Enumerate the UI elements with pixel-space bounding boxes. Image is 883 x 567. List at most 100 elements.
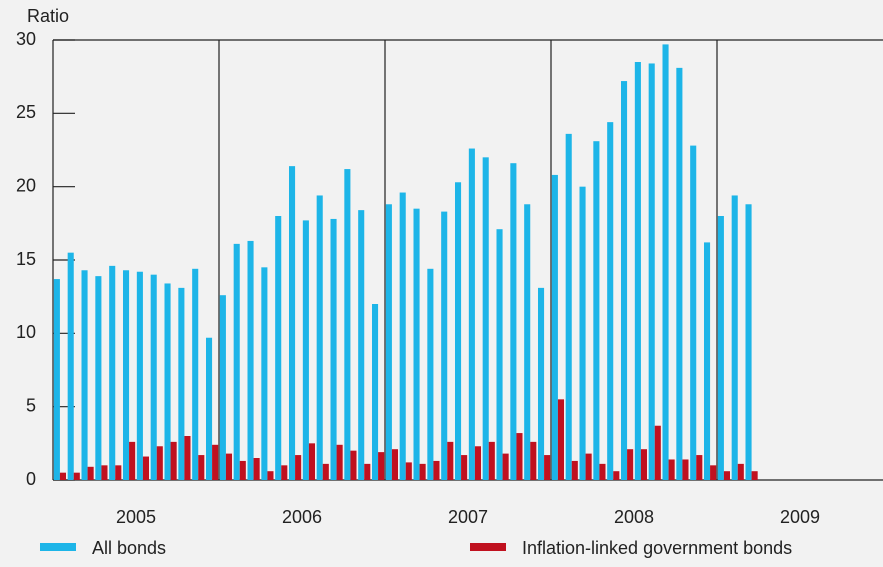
bar (502, 453, 509, 480)
bar (557, 399, 565, 480)
bar (205, 337, 213, 480)
bar (654, 425, 661, 480)
bar (461, 455, 468, 480)
bar (275, 216, 282, 480)
bar (150, 274, 157, 480)
bar (122, 270, 130, 480)
bar (247, 240, 254, 480)
bar (737, 463, 744, 480)
bar (239, 460, 246, 480)
bar (593, 141, 600, 480)
bar (59, 472, 67, 480)
bar (378, 452, 385, 480)
bar (419, 463, 426, 480)
bar (441, 211, 448, 480)
bar (530, 441, 537, 480)
legend-label: All bonds (92, 538, 166, 558)
y-tick-label: 15 (16, 249, 36, 269)
x-group-label: 2006 (282, 507, 322, 527)
bar (710, 465, 717, 480)
legend-swatch (470, 543, 506, 551)
bar (219, 295, 226, 480)
bar (454, 182, 462, 480)
x-group-label: 2007 (448, 507, 488, 527)
y-tick-label: 30 (16, 29, 36, 49)
legend-label: Inflation-linked government bonds (522, 538, 792, 558)
bar (350, 450, 357, 480)
bar (413, 208, 420, 480)
bar (192, 268, 199, 480)
bar (496, 229, 503, 480)
bar (516, 433, 523, 480)
bar (723, 471, 731, 480)
bar (267, 471, 274, 480)
bar (136, 271, 143, 480)
bar (524, 204, 531, 480)
bar (322, 463, 329, 480)
bar (585, 453, 592, 480)
bar (184, 436, 191, 480)
bar (427, 268, 434, 480)
bar (579, 186, 586, 480)
bar (731, 195, 738, 480)
bar (73, 472, 80, 480)
bar (751, 471, 758, 480)
x-group-label: 2008 (614, 507, 654, 527)
bar (109, 265, 116, 480)
bar (690, 145, 697, 480)
bar (225, 453, 233, 480)
bar (156, 446, 163, 480)
bar (170, 441, 177, 480)
bar (129, 441, 136, 480)
bar (474, 446, 482, 480)
legend-swatch (40, 543, 76, 551)
bar (662, 44, 669, 481)
bar (95, 276, 102, 480)
bar (371, 304, 379, 480)
bar (164, 283, 171, 480)
bar (613, 471, 620, 480)
bar (717, 216, 724, 480)
bar (198, 455, 205, 480)
y-axis-label: Ratio (27, 6, 69, 26)
bar (571, 460, 578, 480)
bar (53, 279, 60, 480)
bar (510, 163, 517, 480)
y-tick-label: 20 (16, 175, 36, 195)
bar (385, 204, 392, 480)
bar (627, 449, 634, 480)
bar (178, 287, 185, 480)
bar (302, 220, 309, 480)
bar (364, 463, 371, 480)
bar (537, 287, 545, 480)
bar (212, 444, 219, 480)
bar (676, 67, 683, 480)
y-tick-label: 25 (16, 102, 36, 122)
bar (607, 122, 614, 480)
bar (668, 459, 675, 480)
bar (391, 449, 399, 480)
bar (308, 443, 316, 480)
bar (233, 243, 240, 480)
y-tick-label: 0 (26, 469, 36, 489)
bar (67, 252, 74, 480)
bar (336, 444, 343, 480)
bar (544, 455, 551, 480)
bar (288, 166, 296, 480)
bar (281, 465, 288, 480)
bar (316, 195, 323, 480)
bar (599, 463, 606, 480)
y-tick-label: 5 (26, 395, 36, 415)
bar (330, 218, 337, 480)
bar (358, 210, 365, 480)
bar (745, 204, 752, 480)
bar (261, 267, 268, 480)
x-group-label: 2009 (780, 507, 820, 527)
bar (551, 174, 558, 480)
bar (81, 270, 88, 480)
x-group-label: 2005 (116, 507, 156, 527)
bar (115, 465, 122, 480)
bar (405, 462, 412, 480)
bar (634, 62, 641, 480)
